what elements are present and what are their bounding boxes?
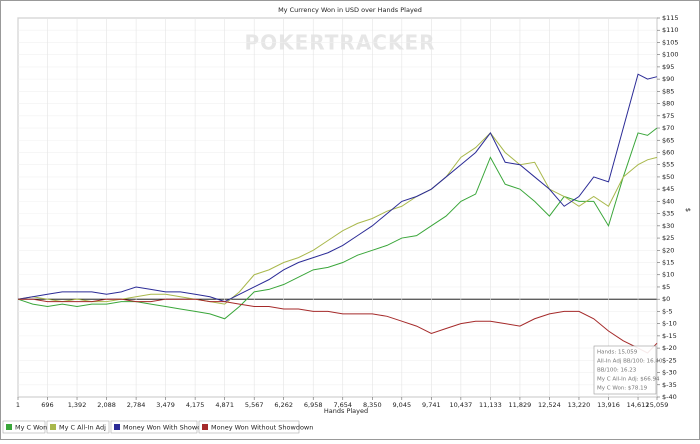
legend-label: Money Won Without Showdown [211, 424, 313, 432]
y-tick-label: $115 [662, 14, 679, 22]
x-tick-label: 11,829 [509, 401, 532, 409]
y-tick-label: $60 [662, 148, 674, 156]
x-tick-label: 14,612 [627, 401, 650, 409]
y-tick-label: $5 [662, 283, 670, 291]
series-line [17, 73, 658, 303]
x-tick-label: 10,437 [449, 401, 472, 409]
y-axis-label: $ [684, 208, 692, 212]
x-axis-label: Hands Played [324, 407, 368, 415]
series-line [17, 132, 658, 305]
legend-swatch [50, 424, 56, 430]
tooltip-line: My C Won: $78.19 [597, 386, 648, 392]
series-line [17, 127, 658, 320]
tooltip-line: My C All-In Adj: $66.94 [597, 377, 660, 383]
tooltip-line: All-In Adj BB/100: 16.40 [597, 359, 663, 365]
x-tick-label: 2,784 [127, 401, 146, 409]
x-tick-label: 4,175 [186, 401, 205, 409]
x-tick-label: 9,741 [422, 401, 441, 409]
y-tick-label: $75 [662, 112, 674, 120]
x-tick-label: 13,220 [568, 401, 591, 409]
y-tick-label: $-25 [662, 356, 677, 364]
y-tick-label: $-40 [662, 393, 677, 401]
x-tick-label: 6,262 [274, 401, 293, 409]
y-tick-label: $45 [662, 185, 674, 193]
y-tick-label: $20 [662, 246, 674, 254]
x-tick-label: 12,524 [538, 401, 561, 409]
chart-title: My Currency Won in USD over Hands Played [278, 6, 422, 14]
labels: $115 $110 $105 $100 $95 $90 $85 $80 $75 $70 $65 $60… [16, 14, 679, 409]
y-tick-label: $-5 [662, 307, 673, 315]
y-tick-label: $35 [662, 210, 674, 218]
legend-label: My C Won [15, 424, 47, 432]
y-tick-label: $-15 [662, 332, 677, 340]
y-tick-label: $25 [662, 234, 674, 242]
series-line [18, 298, 658, 354]
legend-swatch [6, 424, 12, 430]
x-tick-label: 15,059 [646, 401, 669, 409]
y-tick-label: $-10 [662, 320, 677, 328]
x-tick-label: 9,045 [392, 401, 411, 409]
legend-swatch [202, 424, 208, 430]
y-tick-label: $0 [662, 295, 670, 303]
x-tick-label: 7,654 [333, 401, 352, 409]
legend: My C Won My C All-In Adj Money Won With Sh… [2, 420, 313, 434]
y-tick-label: $10 [662, 271, 674, 279]
tooltip: Hands: 15,059 All-In Adj BB/100: 16.40 BB/… [593, 345, 663, 395]
x-tick-label: 1,392 [68, 401, 87, 409]
x-tick-label: 4,871 [215, 401, 234, 409]
x-tick-label: 1 [16, 401, 20, 409]
y-tick-label: $-20 [662, 344, 677, 352]
legend-swatch [114, 424, 120, 430]
x-tick-label: 11,133 [479, 401, 502, 409]
x-tick-label: 3,479 [156, 401, 175, 409]
legend-label: Money Won With Showdown [123, 424, 215, 432]
legend-item-box [46, 420, 110, 434]
y-tick-label: $40 [662, 197, 674, 205]
x-tick-label: 5,567 [245, 401, 264, 409]
x-tick-label: 2,088 [97, 401, 116, 409]
y-tick-label: $110 [662, 26, 679, 34]
y-tick-label: $80 [662, 100, 674, 108]
x-tick-label: 8,350 [363, 401, 382, 409]
x-tick-label: 6,958 [304, 401, 323, 409]
y-tick-label: $70 [662, 124, 674, 132]
y-tick-label: $55 [662, 161, 674, 169]
y-tick-label: $90 [662, 75, 674, 83]
y-tick-label: $105 [662, 38, 679, 46]
y-tick-label: $-30 [662, 369, 677, 377]
y-tick-label: $100 [662, 51, 679, 59]
y-tick-label: $30 [662, 222, 674, 230]
tooltip-line: BB/100: 16.23 [597, 368, 637, 374]
y-tick-label: $85 [662, 87, 674, 95]
legend-label: My C All-In Adj [59, 424, 106, 432]
plot-area [17, 17, 658, 398]
tooltip-box [593, 345, 657, 395]
y-tick-label: $-35 [662, 381, 677, 389]
tooltip-line: Hands: 15,059 [597, 350, 638, 356]
legend-item-box [2, 420, 46, 434]
y-tick-label: $95 [662, 63, 674, 71]
y-tick-label: $15 [662, 259, 674, 267]
legend-item-box [198, 420, 300, 434]
legend-item-box [110, 420, 198, 434]
y-tick-label: $50 [662, 173, 674, 181]
x-tick-label: 13,916 [597, 401, 620, 409]
x-tick-label: 696 [41, 401, 53, 409]
grid [17, 17, 658, 398]
lines [17, 73, 658, 354]
y-tick-label: $65 [662, 136, 674, 144]
